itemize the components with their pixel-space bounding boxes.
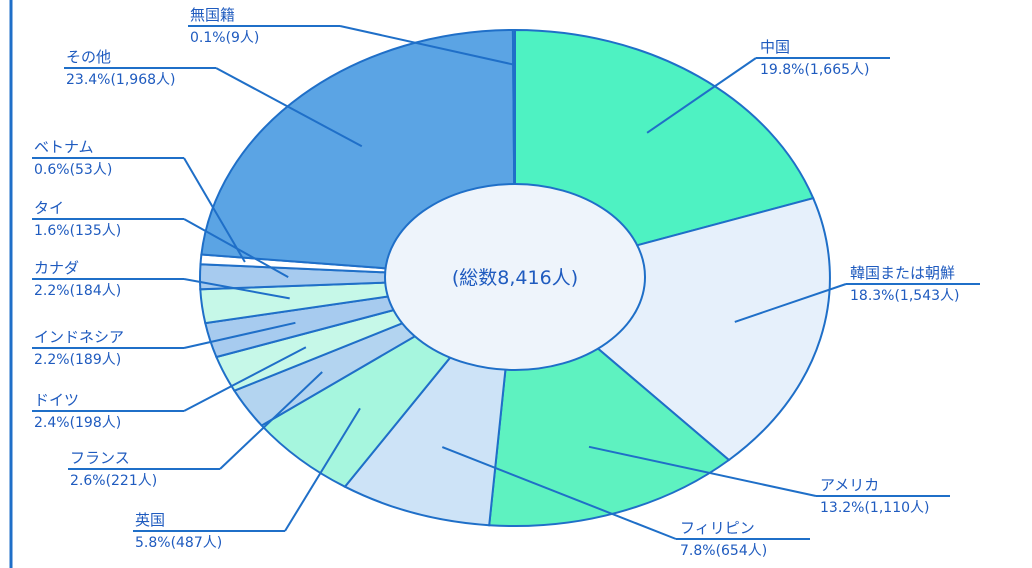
center-label: (総数8,416人) <box>452 267 578 289</box>
slice-value-label: 13.2%(1,110人) <box>820 500 929 516</box>
slice-name-label: インドネシア <box>34 328 124 346</box>
leader-line <box>183 278 290 300</box>
slice-name-label: その他 <box>66 48 111 66</box>
slice-name-label: タイ <box>34 199 64 217</box>
slice-value-label: 2.2%(184人) <box>34 283 121 299</box>
slice-name-label: 英国 <box>135 511 165 529</box>
leader-line <box>588 445 817 497</box>
slice-value-label: 7.8%(654人) <box>680 543 767 559</box>
slice-value-label: 23.4%(1,968人) <box>66 72 175 88</box>
leader-line <box>441 446 677 540</box>
slice-value-label: 2.2%(189人) <box>34 352 121 368</box>
slice-name-label: ドイツ <box>34 391 79 409</box>
leader-line <box>646 57 757 134</box>
leader-line <box>183 346 307 412</box>
leader-lines <box>32 25 980 540</box>
slice-name-label: カナダ <box>34 259 79 277</box>
slice-value-label: 19.8%(1,665人) <box>760 62 869 78</box>
leader-line <box>183 157 246 263</box>
slice-name-label: 中国 <box>760 38 790 56</box>
pie-slice <box>511 28 516 279</box>
slice-value-label: 0.1%(9人) <box>190 30 259 46</box>
slice-name-label: アメリカ <box>820 476 879 494</box>
slice-value-label: 5.8%(487人) <box>135 535 222 551</box>
slice-value-label: 0.6%(53人) <box>34 162 112 178</box>
slice-value-label: 18.3%(1,543人) <box>850 288 959 304</box>
leader-line <box>183 321 296 349</box>
slice-value-label: 2.4%(198人) <box>34 415 121 431</box>
leader-line <box>284 407 361 532</box>
slice-value-label: 1.6%(135人) <box>34 223 121 239</box>
slice-name-label: フィリピン <box>680 519 755 537</box>
leader-line <box>734 283 847 323</box>
leader-line <box>219 371 323 470</box>
slice-value-label: 2.6%(221人) <box>70 473 157 489</box>
slice-name-label: ベトナム <box>34 138 94 156</box>
slice-name-label: 無国籍 <box>190 6 235 24</box>
donut-hole <box>384 183 646 371</box>
leader-line <box>339 25 515 66</box>
leader-line <box>215 67 363 148</box>
slice-labels: 中国 19.8%(1,665人) 韓国または朝鮮 18.3%(1,543人) アメリカ 1… <box>34 6 959 559</box>
slice-name-label: フランス <box>70 449 130 467</box>
slice-name-label: 韓国または朝鮮 <box>850 264 955 282</box>
